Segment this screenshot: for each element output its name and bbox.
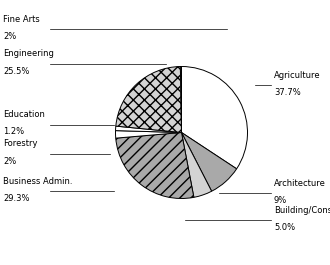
Wedge shape bbox=[182, 67, 248, 169]
Text: 2%: 2% bbox=[3, 32, 16, 41]
Text: Forestry: Forestry bbox=[3, 139, 38, 148]
Wedge shape bbox=[181, 67, 182, 132]
Text: 9%: 9% bbox=[274, 196, 287, 205]
Text: Building/Const.: Building/Const. bbox=[274, 206, 330, 215]
Wedge shape bbox=[115, 126, 182, 132]
Wedge shape bbox=[182, 132, 237, 191]
Text: 2%: 2% bbox=[3, 157, 16, 166]
Text: 5.0%: 5.0% bbox=[274, 223, 295, 232]
Wedge shape bbox=[115, 131, 182, 138]
Wedge shape bbox=[116, 132, 194, 198]
Text: Fine Arts: Fine Arts bbox=[3, 15, 40, 24]
Text: Business Admin.: Business Admin. bbox=[3, 176, 73, 186]
Text: 29.3%: 29.3% bbox=[3, 194, 30, 203]
Text: 1.2%: 1.2% bbox=[3, 127, 24, 136]
Text: Engineering: Engineering bbox=[3, 49, 54, 58]
Text: Agriculture: Agriculture bbox=[274, 70, 320, 80]
Text: 25.5%: 25.5% bbox=[3, 67, 30, 76]
Wedge shape bbox=[116, 67, 182, 132]
Wedge shape bbox=[182, 132, 212, 197]
Text: 37.7%: 37.7% bbox=[274, 88, 301, 97]
Text: Architecture: Architecture bbox=[274, 179, 326, 188]
Text: Education: Education bbox=[3, 110, 45, 119]
